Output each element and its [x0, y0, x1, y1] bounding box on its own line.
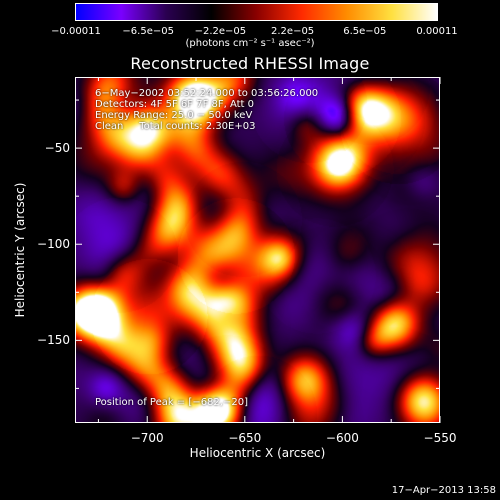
time-range-text: 6−May−2002 03:52:24.000 to 03:56:26.000	[95, 88, 319, 99]
x-tick-label: −700	[130, 431, 164, 445]
energy-range-text: Energy Range: 25.0 − 50.0 keV	[95, 110, 253, 121]
colorbar	[75, 3, 438, 21]
x-tick-label: −550	[423, 431, 457, 445]
x-tick-label: −600	[325, 431, 359, 445]
colorbar-units-label: (photons cm⁻² s⁻¹ asec⁻²)	[185, 38, 315, 49]
detectors-text: Detectors: 4F 5F 6F 7F 8F, Att 0	[95, 99, 255, 110]
colorbar-tick-label: 0.00011	[416, 26, 458, 37]
y-tick-label: −100	[37, 237, 70, 252]
colorbar-tick-label: −2.2e−05	[194, 26, 247, 37]
heatmap-image	[76, 78, 439, 422]
y-tick-label: −150	[37, 333, 70, 348]
clean-counts-text: Clean Total counts: 2.30E+03	[95, 121, 256, 132]
colorbar-tick-label: 2.2e−05	[271, 26, 315, 37]
y-tick-label: −50	[44, 141, 70, 156]
chart-title: Reconstructed RHESSI Image	[130, 54, 370, 73]
colorbar-tick-label: 6.5e−05	[343, 26, 387, 37]
footer-date: 17−Apr−2013 13:58	[391, 485, 496, 496]
colorbar-tick-label: −0.00011	[51, 26, 101, 37]
colorbar-tick-label: −6.5e−05	[122, 26, 174, 37]
x-axis-label: Heliocentric X (arcsec)	[189, 446, 326, 460]
y-axis-label: Heliocentric Y (arcsec)	[13, 182, 27, 318]
peak-position-text: Position of Peak = [−682,−20]	[95, 397, 248, 408]
x-tick-label: −650	[228, 431, 262, 445]
plot-area	[75, 77, 440, 423]
